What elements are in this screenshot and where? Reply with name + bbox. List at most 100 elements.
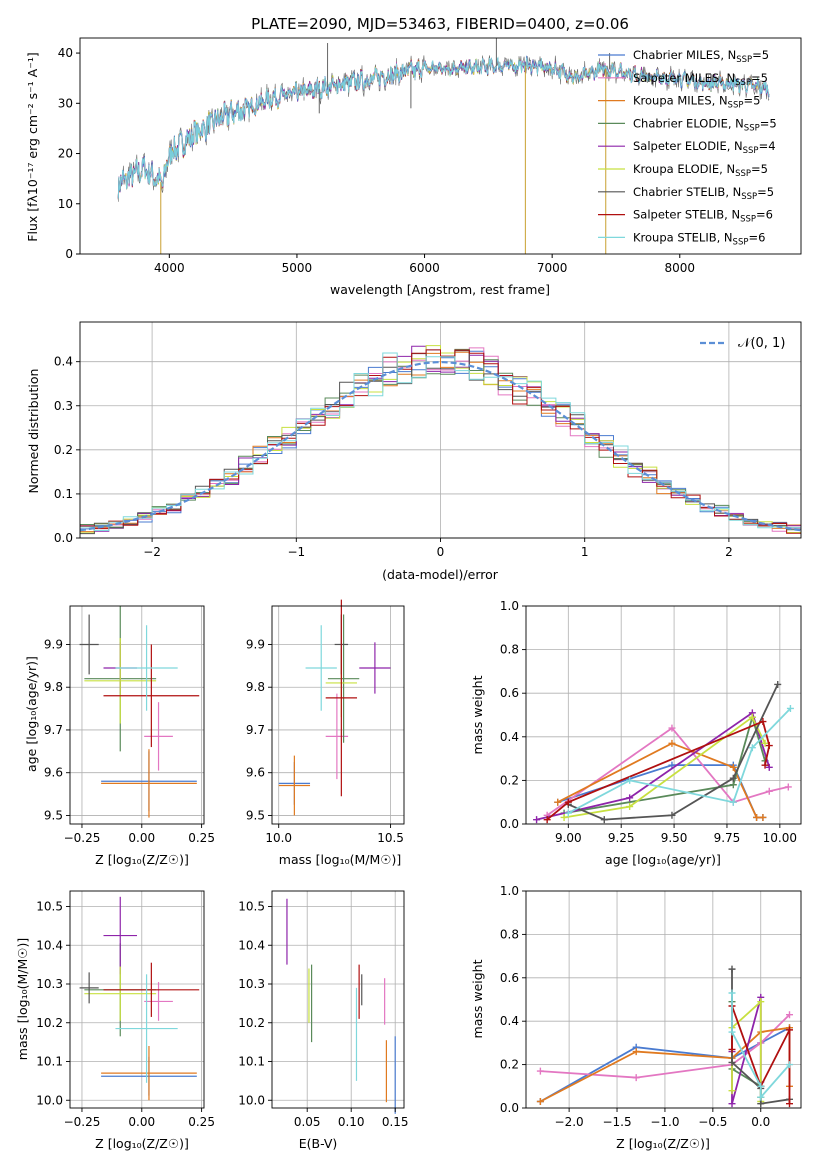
axes-frame [525,890,802,1109]
spectrum-panel: PLATE=2090, MJD=53463, FIBERID=0400, z=0… [25,15,802,297]
series-marker [632,1048,640,1056]
y-tick-label: 10.2 [238,1016,265,1030]
histogram-steps [80,352,801,531]
age-vs-metallicity-panel: −0.25 0.00 0.25 9.5 9.6 9.7 9.8 9.9 Z [log₁₀(Z/… [24,605,215,867]
y-tick-label: 10.1 [36,1055,63,1069]
mwAge-ylabel: mass weight [470,675,485,754]
y-tick-label: 0 [65,247,73,261]
residuals-ylabel: Normed distribution [26,369,41,494]
series-marker [761,761,769,769]
series-marker [560,813,568,821]
series-marker [564,809,572,817]
y-tick-label: 9.5 [44,808,63,822]
residuals-legend: 𝒩(0, 1) [700,336,785,351]
x-tick-label: 0.25 [188,831,215,845]
series-marker [728,965,736,973]
series-marker [668,724,676,732]
x-tick-label: −1.0 [650,1115,679,1129]
series-marker [757,1093,765,1101]
y-tick-label: 0.0 [500,817,519,831]
spectrum-xlabel: wavelength [Angstrom, rest frame] [330,282,550,297]
spectrum-ylabel: Flux [fλ10⁻¹⁷ erg cm⁻² s⁻¹ A⁻¹] [25,52,40,241]
x-tick-label: −0.25 [64,831,101,845]
legend-label: Chabrier MILES, NSSP=5 [633,48,769,65]
y-tick-label: 1.0 [500,884,519,898]
series-marker [729,798,737,806]
x-tick-label: −0.25 [64,1115,101,1129]
series-marker [668,811,676,819]
series-marker [786,1011,794,1019]
histogram-steps [80,345,801,532]
series-marker [728,1045,736,1053]
residuals-panel: −2 −1 0 1 2 0.0 0.1 0.2 0.3 0.4 𝒩(0, 1) (data-mod… [26,321,802,582]
series-marker [759,718,767,726]
y-tick-label: 0.0 [500,1101,519,1115]
y-tick-label: 9.8 [44,680,63,694]
axes-frame [69,605,205,825]
y-tick-label: 0.0 [54,531,73,545]
y-tick-label: 10 [58,197,73,211]
x-tick-label: 9.25 [608,831,635,845]
series-line [731,997,762,1104]
series-marker [765,742,773,750]
series-marker [784,783,792,791]
series-marker [748,713,756,721]
x-tick-label: 0 [437,545,445,559]
series-marker [626,776,634,784]
legend-label: Chabrier ELODIE, NSSP=5 [633,116,777,133]
ageM-xlabel: mass [log₁₀(M/M☉)] [279,852,401,867]
x-tick-label: 0.00 [128,1115,155,1129]
y-tick-label: 0.8 [500,927,519,941]
x-tick-label: 5000 [282,261,313,275]
y-tick-label: 9.8 [246,680,265,694]
legend-label: Kroupa MILES, NSSP=5 [633,94,760,111]
x-tick-label: −2 [143,545,161,559]
massweight-vs-metallicity-panel: −2.0 −1.5 −1.0 −0.5 0.0 0.0 0.2 0.4 0.6 0.8 1.0 Z … [470,884,802,1151]
y-tick-label: 9.7 [246,723,265,737]
mass-vs-metallicity-panel: −0.25 0.00 0.25 10.0 10.1 10.2 10.3 10.4 10.5 Z … [15,890,215,1151]
y-tick-label: 1.0 [500,599,519,613]
ageZ-ylabel: age [log₁₀(age/yr)] [24,656,39,772]
massEbv-xlabel: E(B-V) [299,1136,338,1151]
y-tick-label: 10.2 [36,1016,63,1030]
series-marker [786,1061,794,1069]
x-tick-label: 10.5 [377,831,404,845]
series-marker [753,813,761,821]
y-tick-label: 0.1 [54,487,73,501]
axes-frame [525,605,802,825]
series-marker [536,1067,544,1075]
y-tick-label: 10.3 [238,977,265,991]
axes-frame [69,890,205,1109]
x-tick-label: 0.25 [188,1115,215,1129]
series-marker [729,781,737,789]
x-tick-label: 6000 [409,261,440,275]
x-tick-label: 8000 [664,261,695,275]
series-marker [554,798,562,806]
axes-frame [79,321,802,539]
legend-label: Salpeter ELODIE, NSSP=4 [633,139,776,156]
legend-label: Kroupa STELIB, NSSP=6 [633,230,765,247]
y-tick-label: 10.4 [238,938,265,952]
y-tick-label: 0.8 [500,643,519,657]
series-marker [761,739,769,747]
y-tick-label: 9.5 [246,808,265,822]
x-tick-label: 10.00 [763,831,797,845]
y-tick-label: 0.4 [500,1014,519,1028]
y-tick-label: 10.5 [36,900,63,914]
y-tick-label: 10.5 [238,900,265,914]
y-tick-label: 10.0 [238,1093,265,1107]
x-tick-label: −1 [287,545,305,559]
series-marker [729,763,737,771]
x-tick-label: 1 [581,545,589,559]
series-marker [728,989,736,997]
y-tick-label: 9.7 [44,723,63,737]
x-tick-label: −1.5 [602,1115,631,1129]
x-tick-label: 0.0 [751,1115,770,1129]
legend-label: Chabrier STELIB, NSSP=5 [633,185,774,202]
series-marker [786,1026,794,1034]
age-vs-mass-panel: 10.0 10.5 9.5 9.6 9.7 9.8 9.9 mass [log₁₀(M/M☉… [246,599,405,867]
series-line [563,713,766,814]
axes-frame [79,37,802,255]
normal-curve [79,360,802,532]
massZ-xlabel: Z [log₁₀(Z/Z☉)] [95,1136,189,1151]
